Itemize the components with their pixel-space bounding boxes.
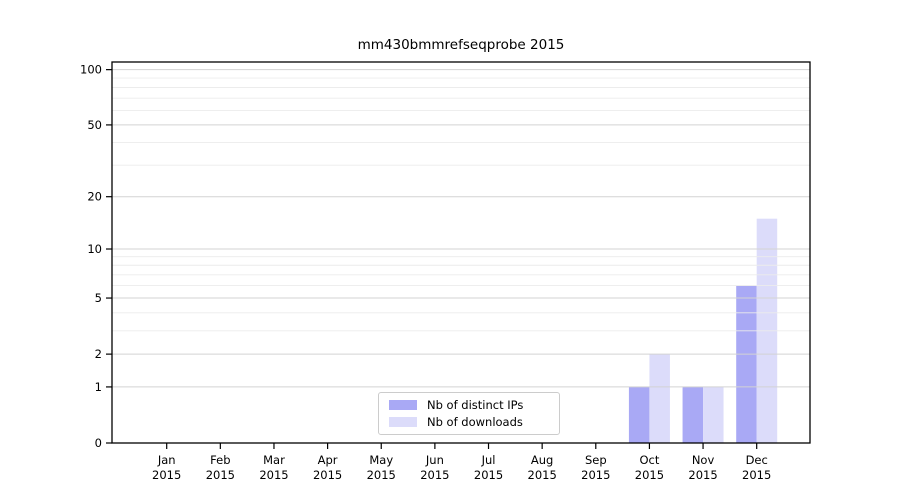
legend-swatch-downloads [389,417,417,427]
x-tick-label-month-jan: Jan [157,453,176,467]
x-tick-label-year-mar: 2015 [259,468,288,482]
plot-frame [111,61,811,444]
x-tick-label-year-jun: 2015 [420,468,449,482]
y-tick-label-100: 100 [80,63,102,77]
x-tick-label-month-oct: Oct [639,453,659,467]
x-tick-label-month-nov: Nov [692,453,715,467]
x-tick-label-year-jul: 2015 [474,468,503,482]
x-tick-label-month-may: May [369,453,393,467]
y-tick-label-5: 5 [95,291,102,305]
bar-downloads-oct [649,354,670,443]
x-tick-label-month-apr: Apr [318,453,338,467]
bar-distinct-ips-nov [682,386,704,443]
bar-distinct-ips-dec [736,285,757,443]
legend: Nb of distinct IPs Nb of downloads [378,392,560,435]
bar-distinct-ips-oct [628,386,650,443]
legend-item-distinct-ips: Nb of distinct IPs [386,398,551,412]
x-tick-label-month-feb: Feb [210,453,230,467]
legend-swatch-distinct-ips [389,400,417,410]
x-tick-label-month-jun: Jun [425,453,444,467]
x-tick-label-month-mar: Mar [263,453,285,467]
x-tick-label-month-sep: Sep [585,453,607,467]
y-tick-label-50: 50 [87,118,102,132]
x-tick-label-month-jul: Jul [481,453,496,467]
y-tick-label-20: 20 [87,190,102,204]
x-tick-label-month-dec: Dec [746,453,768,467]
x-tick-label-year-feb: 2015 [206,468,235,482]
x-tick-label-year-may: 2015 [367,468,396,482]
x-tick-label-year-sep: 2015 [581,468,610,482]
bar-downloads-nov [703,386,724,443]
legend-item-downloads: Nb of downloads [386,415,551,429]
y-tick-label-1: 1 [95,380,102,394]
x-tick-label-month-aug: Aug [531,453,553,467]
legend-label-downloads: Nb of downloads [427,415,523,429]
legend-label-distinct-ips: Nb of distinct IPs [427,398,524,412]
x-tick-label-year-jan: 2015 [152,468,181,482]
x-tick-label-year-oct: 2015 [635,468,664,482]
x-tick-label-year-nov: 2015 [688,468,717,482]
y-tick-label-0: 0 [95,436,102,450]
x-tick-label-year-aug: 2015 [528,468,557,482]
y-tick-label-10: 10 [87,242,102,256]
x-tick-label-year-apr: 2015 [313,468,342,482]
chart-title: mm430bmmrefseqprobe 2015 [357,37,565,53]
x-tick-label-year-dec: 2015 [742,468,771,482]
y-tick-label-2: 2 [95,347,102,361]
